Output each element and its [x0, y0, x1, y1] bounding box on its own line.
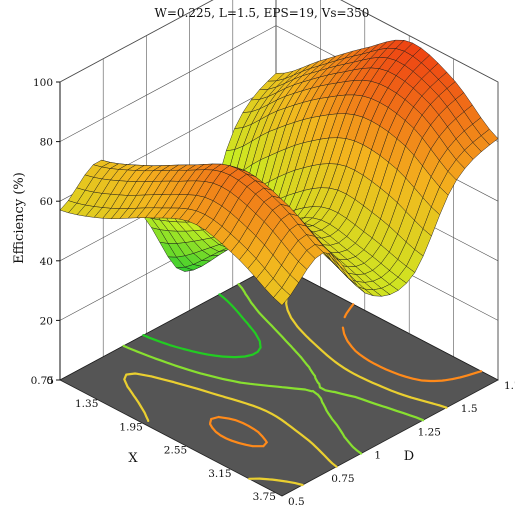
contour-line	[122, 283, 425, 455]
x-tick-label: 3.15	[208, 468, 231, 480]
x-tick-label: 2.55	[164, 445, 187, 457]
z-tick-label: 0	[46, 375, 53, 387]
chart-title: W=0.225, L=1.5, EPS=19, Vs=350	[155, 6, 370, 20]
y-tick-label: 0.5	[288, 496, 305, 505]
x-tick-label: 3.75	[253, 491, 276, 503]
z-tick-label: 60	[40, 196, 53, 208]
floor-plane	[59, 263, 499, 497]
y-axis-label: D	[404, 449, 414, 464]
contour-line	[142, 293, 262, 359]
surface-mesh	[59, 39, 499, 306]
z-tick-label: 80	[40, 137, 53, 149]
y-tick-label: 1	[374, 450, 381, 462]
y-tick-label: 1.5	[461, 403, 478, 415]
y-tick-label: 1.25	[418, 426, 441, 438]
contour-floor	[59, 263, 499, 497]
z-axis-label: Efficiency (%)	[12, 172, 27, 264]
contour-line	[123, 275, 448, 487]
contour-line	[209, 303, 483, 448]
tick-labels: 0 20 40 60 80 100 0.75 1.35 1.95 2.55 3.15 3.75 0.5 0…	[31, 77, 515, 505]
z-tick-label: 40	[40, 256, 53, 268]
x-tick-label: 1.95	[119, 421, 142, 433]
wall-gridline	[59, 0, 499, 83]
x-tick-label: 1.35	[75, 398, 98, 410]
y-tick-label: 1.75	[504, 380, 515, 392]
x-axis-label: X	[128, 451, 138, 466]
y-tick-label: 0.75	[331, 473, 354, 485]
z-tick-label: 100	[33, 77, 53, 89]
z-tick-label: 20	[40, 315, 53, 327]
surface-patch	[273, 287, 291, 306]
x-tick-label: 0.75	[31, 375, 54, 387]
